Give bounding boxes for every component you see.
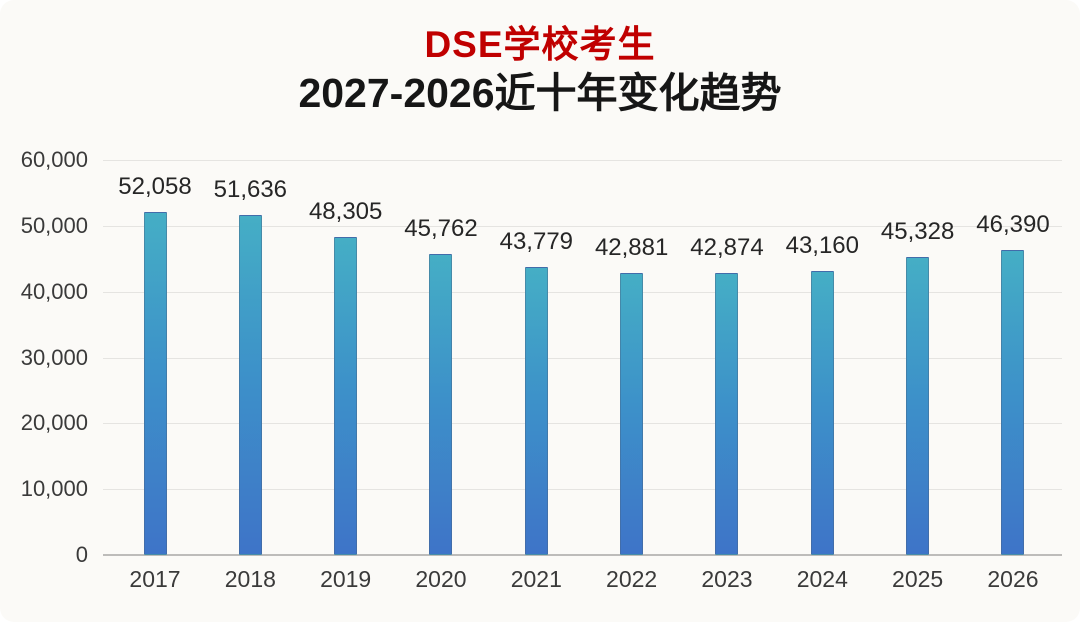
x-tick-label: 2022 (606, 566, 658, 592)
y-tick-label: 50,000 (20, 212, 88, 238)
y-tick-label: 60,000 (20, 147, 88, 172)
bar-value-label: 45,328 (880, 217, 955, 245)
bar-value-label: 45,762 (404, 214, 478, 242)
bar-2021 (524, 266, 548, 555)
bar-value-label: 43,779 (499, 227, 574, 255)
chart-title: DSE学校考生 (424, 24, 656, 65)
bar-2023 (715, 272, 739, 555)
x-tick-label: 2017 (129, 566, 181, 592)
bar-2022 (620, 272, 644, 555)
x-tick-label: 2026 (987, 566, 1039, 592)
x-tick-label: 2021 (510, 566, 562, 592)
x-tick-label: 2024 (796, 566, 848, 592)
gridline (103, 291, 1062, 293)
bar-2024 (810, 270, 834, 555)
y-tick-label: 20,000 (20, 410, 88, 436)
gridline (103, 357, 1062, 359)
bar-value-label: 43,160 (785, 231, 859, 259)
bar-value-label: 51,636 (213, 176, 288, 204)
bar-value-label: 42,881 (594, 233, 669, 261)
bar-2020 (429, 253, 453, 555)
y-tick-label: 30,000 (20, 344, 88, 370)
y-tick-label: 10,000 (20, 476, 88, 502)
x-tick-label: 2023 (701, 566, 753, 592)
bar-2026 (1001, 249, 1025, 555)
bar-value-label: 42,874 (690, 233, 764, 261)
bar-value-label: 52,058 (118, 173, 192, 201)
x-tick-label: 2020 (415, 566, 467, 592)
gridline (103, 160, 1062, 161)
gridline (103, 225, 1062, 227)
bar-2018 (238, 215, 262, 555)
x-tick-label: 2018 (224, 566, 276, 592)
x-axis-line (103, 554, 1062, 556)
gridline (103, 423, 1062, 425)
bar-value-label: 48,305 (308, 197, 383, 225)
chart-subtitle: 2027-2026近十年变化趋势 (298, 70, 782, 116)
bar-2019 (334, 236, 358, 555)
bar-2025 (906, 256, 930, 555)
x-tick-label: 2025 (892, 566, 944, 592)
bar-value-label: 46,390 (976, 210, 1050, 238)
bar-2017 (143, 212, 167, 555)
x-tick-label: 2019 (320, 566, 372, 592)
y-tick-label: 40,000 (20, 278, 88, 304)
gridline (103, 489, 1062, 491)
y-tick-label: 0 (75, 542, 88, 567)
